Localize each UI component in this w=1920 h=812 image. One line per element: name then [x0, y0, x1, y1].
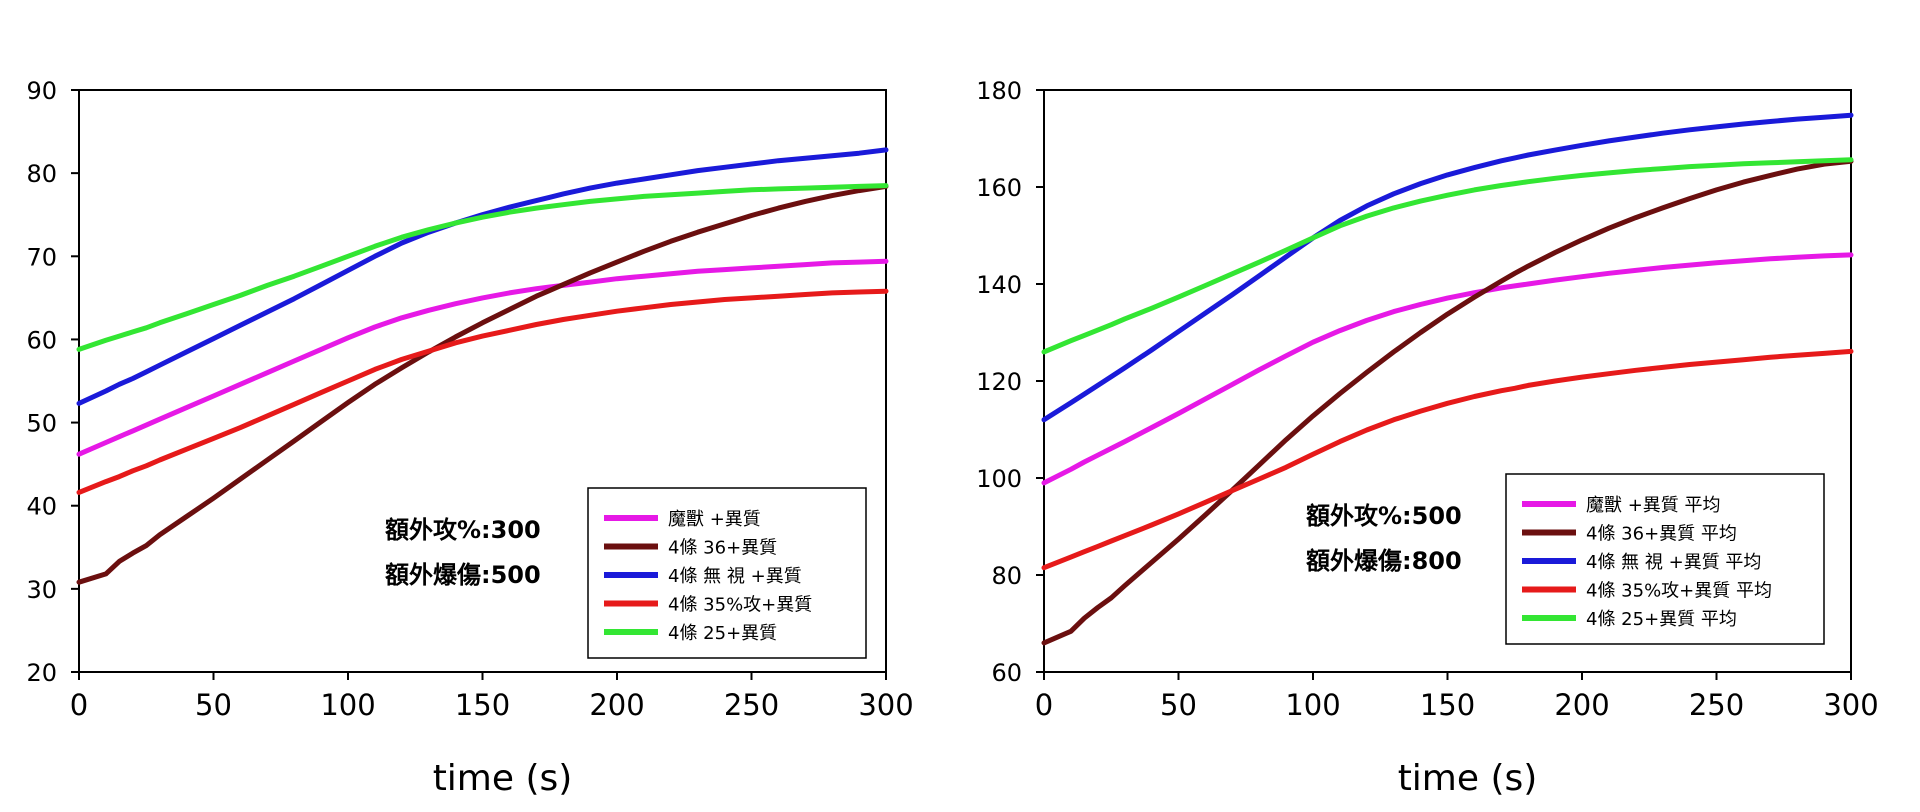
series-line-3 — [1041, 112, 1854, 423]
y-tick-label: 50 — [26, 410, 57, 438]
series-line-1 — [1041, 252, 1854, 486]
legend-label: 4條 36+異質 — [668, 538, 777, 559]
legend-label: 4條 無 視 +異質 — [668, 566, 802, 587]
y-tick-label: 90 — [26, 77, 57, 105]
x-tick-label: 250 — [724, 688, 779, 722]
y-tick-label: 120 — [976, 368, 1022, 396]
x-axis-label: time (s) — [1398, 758, 1538, 799]
annotation-text: 額外爆傷:500 — [385, 561, 541, 589]
series-line-5 — [1041, 157, 1854, 355]
legend-label: 魔獸 +異質 平均 — [1586, 495, 1721, 516]
y-tick-label: 80 — [26, 160, 57, 188]
chart-panel-2: 0 50 100 150 200 250 300 60 80 100 120 140 160 180 tim… — [976, 77, 1878, 799]
x-tick-label: 200 — [589, 688, 644, 722]
legend-label: 4條 36+異質 平均 — [1586, 524, 1737, 545]
y-tick-label: 100 — [976, 465, 1022, 493]
series-line-2 — [76, 183, 889, 585]
series-line-5 — [76, 183, 889, 352]
chart-panel-1: 0 50 100 150 200 250 300 20 30 40 50 60 70 80 90 time (… — [26, 77, 913, 799]
series-line-4 — [76, 288, 889, 495]
x-tick-label: 300 — [1823, 688, 1878, 722]
y-tick-label: 40 — [26, 493, 57, 521]
x-tick-label: 50 — [1160, 688, 1197, 722]
y-tick-label: 20 — [26, 659, 57, 687]
legend-label: 魔獸 +異質 — [668, 509, 761, 530]
y-tick-label: 70 — [26, 243, 57, 271]
x-tick-label: 250 — [1689, 688, 1744, 722]
y-tick-label: 80 — [991, 562, 1022, 590]
y-tick-label: 30 — [26, 576, 57, 604]
series-line-2 — [1041, 158, 1854, 646]
x-tick-label: 100 — [320, 688, 375, 722]
legend-label: 4條 35%攻+異質 — [668, 595, 812, 616]
legend-label: 4條 無 視 +異質 平均 — [1586, 552, 1761, 573]
legend-label: 4條 25+異質 平均 — [1586, 609, 1737, 630]
x-tick-label: 150 — [1420, 688, 1475, 722]
x-tick-label: 300 — [858, 688, 913, 722]
x-tick-label: 0 — [1035, 688, 1053, 722]
x-tick-label: 150 — [455, 688, 510, 722]
annotation-text: 額外爆傷:800 — [1306, 547, 1462, 575]
y-tick-label: 60 — [991, 659, 1022, 687]
series-line-1 — [76, 258, 889, 457]
legend-label: 4條 35%攻+異質 平均 — [1586, 581, 1772, 602]
x-tick-label: 50 — [195, 688, 232, 722]
y-tick-label: 60 — [26, 326, 57, 354]
x-tick-label: 0 — [70, 688, 88, 722]
y-tick-label: 180 — [976, 77, 1022, 105]
series-line-4 — [1041, 348, 1854, 571]
annotation-text: 額外攻%:300 — [385, 516, 541, 544]
x-tick-label: 200 — [1554, 688, 1609, 722]
x-axis-label: time (s) — [433, 758, 573, 799]
legend-label: 4條 25+異質 — [668, 623, 777, 644]
y-tick-label: 140 — [976, 271, 1022, 299]
annotation-text: 額外攻%:500 — [1306, 502, 1462, 530]
y-tick-label: 160 — [976, 174, 1022, 202]
x-tick-label: 100 — [1285, 688, 1340, 722]
